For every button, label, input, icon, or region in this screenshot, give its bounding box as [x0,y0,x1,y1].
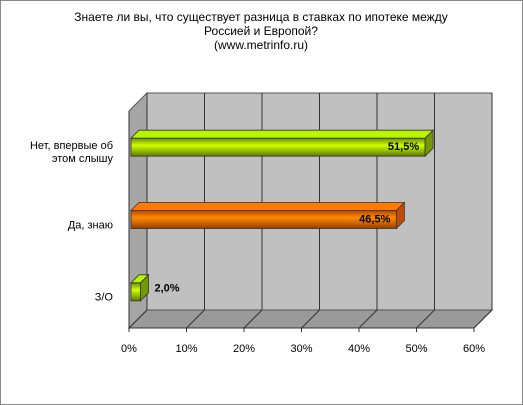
chart-title: Знаете ли вы, что существует разница в с… [74,10,448,38]
grid-line-floor [301,309,320,329]
bar-end [395,201,405,230]
bar-top [130,129,435,139]
x-tick-label: 40% [348,343,370,355]
y-tick-label: Нет, впервые об этом слышу [29,140,113,166]
grid-line-floor [358,309,378,329]
value-label: 51,5% [388,141,419,153]
x-tick-label: 0% [121,343,137,355]
grid-line-floor [186,309,205,329]
bar-top [130,202,406,211]
x-tick-label: 20% [233,343,255,355]
chart-title-block: Знаете ли вы, что существует разница в с… [61,10,461,52]
bar [130,282,141,302]
bar [130,210,397,229]
grid-line-floor [128,309,148,329]
y-tick-label: З/О [94,291,113,304]
grid-line-floor [473,309,493,329]
x-tick-label: 10% [175,343,197,355]
grid-line-floor [416,309,435,329]
value-label: 46,5% [359,213,390,225]
value-label: 2,0% [155,283,180,295]
y-tick-label: Да, знаю [67,219,113,231]
x-tick-label: 30% [290,343,312,355]
bar [130,137,426,157]
x-tick-label: 50% [405,343,427,355]
chart-subtitle: (www.metrinfo.ru) [213,38,308,52]
bar-end [424,129,434,158]
bar-end [140,273,149,302]
x-tick-label: 60% [463,343,485,355]
grid-line-floor [243,309,263,329]
